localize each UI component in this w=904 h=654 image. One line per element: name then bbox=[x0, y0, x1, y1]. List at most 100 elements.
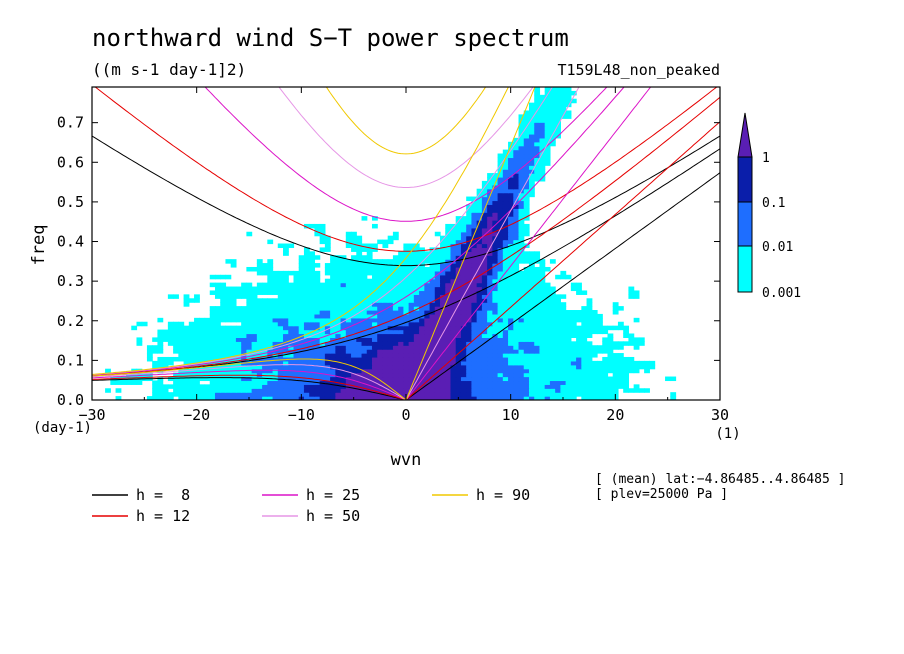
spectrum-cell bbox=[330, 259, 336, 264]
spectrum-cell bbox=[194, 298, 200, 303]
spectrum-cell bbox=[570, 341, 577, 346]
spectrum-cell bbox=[602, 360, 609, 366]
spectrum-cell bbox=[555, 396, 561, 400]
spectrum-cell bbox=[497, 337, 504, 342]
spectrum-cell bbox=[283, 313, 289, 319]
spectrum-cell bbox=[356, 251, 363, 256]
spectrum-cell bbox=[199, 321, 206, 327]
spectrum-cell bbox=[555, 306, 561, 311]
spectrum-cell bbox=[502, 173, 509, 178]
spectrum-cell bbox=[371, 356, 378, 362]
spectrum-cell bbox=[220, 384, 227, 389]
spectrum-cell bbox=[570, 321, 577, 327]
spectrum-cell bbox=[492, 392, 499, 397]
spectrum-cell bbox=[544, 161, 551, 166]
spectrum-cell bbox=[476, 329, 483, 335]
spectrum-cell bbox=[351, 255, 357, 260]
spectrum-cell bbox=[487, 349, 493, 354]
spectrum-cell bbox=[434, 345, 441, 350]
spectrum-cell bbox=[434, 286, 441, 292]
spectrum-cell bbox=[492, 341, 499, 346]
spectrum-cell bbox=[487, 360, 493, 366]
spectrum-cell bbox=[487, 274, 493, 280]
spectrum-cell bbox=[408, 274, 415, 280]
spectrum-cell bbox=[460, 356, 467, 362]
spectrum-cell bbox=[570, 325, 577, 331]
spectrum-cell bbox=[319, 302, 326, 307]
spectrum-cell bbox=[382, 313, 389, 319]
spectrum-cell bbox=[351, 266, 357, 272]
spectrum-cell bbox=[262, 302, 268, 307]
spectrum-cell bbox=[267, 356, 274, 362]
spectrum-cell bbox=[534, 325, 541, 331]
spectrum-cell bbox=[283, 353, 289, 358]
spectrum-cell bbox=[194, 345, 200, 350]
spectrum-cell bbox=[303, 247, 310, 252]
spectrum-cell bbox=[544, 114, 551, 119]
spectrum-cell bbox=[602, 380, 609, 385]
spectrum-cell bbox=[382, 356, 389, 362]
spectrum-cell bbox=[157, 317, 164, 323]
spectrum-cell bbox=[544, 98, 551, 104]
spectrum-cell bbox=[560, 372, 567, 378]
spectrum-cell bbox=[303, 392, 310, 397]
spectrum-cell bbox=[235, 360, 242, 366]
spectrum-cell bbox=[513, 364, 520, 370]
spectrum-cell bbox=[633, 364, 640, 370]
spectrum-cell bbox=[408, 286, 415, 292]
spectrum-cell bbox=[167, 356, 174, 362]
spectrum-cell bbox=[340, 263, 347, 268]
spectrum-cell bbox=[262, 388, 268, 393]
spectrum-cell bbox=[513, 251, 520, 256]
spectrum-cell bbox=[319, 321, 326, 327]
spectrum-cell bbox=[549, 317, 556, 323]
spectrum-cell bbox=[303, 321, 310, 327]
spectrum-cell bbox=[434, 337, 441, 342]
spectrum-cell bbox=[576, 337, 582, 342]
spectrum-cell bbox=[476, 360, 483, 366]
spectrum-cell bbox=[455, 372, 462, 378]
spectrum-cell bbox=[392, 345, 399, 350]
spectrum-cell bbox=[528, 255, 535, 260]
spectrum-cell bbox=[492, 360, 499, 366]
spectrum-cell bbox=[471, 286, 478, 292]
spectrum-cell bbox=[267, 302, 274, 307]
spectrum-cell bbox=[555, 353, 561, 358]
spectrum-cell bbox=[377, 259, 384, 264]
spectrum-cell bbox=[183, 384, 190, 389]
spectrum-cell bbox=[225, 396, 232, 400]
spectrum-cell bbox=[534, 126, 541, 131]
spectrum-cell bbox=[214, 360, 221, 366]
spectrum-cell bbox=[105, 388, 111, 393]
spectrum-cell bbox=[309, 266, 316, 272]
spectrum-cell bbox=[267, 372, 274, 378]
spectrum-cell bbox=[392, 270, 399, 276]
spectrum-cell bbox=[466, 329, 473, 335]
spectrum-cell bbox=[351, 333, 357, 338]
spectrum-cell bbox=[167, 376, 174, 382]
spectrum-cell bbox=[445, 356, 452, 362]
spectrum-cell bbox=[314, 227, 321, 233]
spectrum-cell bbox=[356, 333, 363, 338]
spectrum-cell bbox=[544, 137, 551, 143]
spectrum-cell bbox=[324, 337, 331, 342]
spectrum-cell bbox=[267, 341, 274, 346]
spectrum-cell bbox=[508, 278, 514, 284]
spectrum-cell bbox=[314, 325, 321, 331]
spectrum-cell bbox=[157, 341, 164, 346]
spectrum-cell bbox=[440, 349, 446, 354]
spectrum-cell bbox=[157, 392, 164, 397]
spectrum-cell bbox=[497, 325, 504, 331]
spectrum-cell bbox=[324, 313, 331, 319]
spectrum-cell bbox=[523, 321, 530, 327]
spectrum-cell bbox=[413, 282, 420, 288]
spectrum-cell bbox=[288, 376, 295, 382]
spectrum-cell bbox=[497, 208, 504, 213]
spectrum-cell bbox=[518, 216, 525, 221]
spectrum-cell bbox=[466, 368, 473, 374]
spectrum-cell bbox=[298, 266, 305, 272]
spectrum-cell bbox=[549, 122, 556, 127]
spectrum-cell bbox=[434, 313, 441, 319]
spectrum-cell bbox=[518, 145, 525, 151]
spectrum-cell bbox=[518, 282, 525, 288]
